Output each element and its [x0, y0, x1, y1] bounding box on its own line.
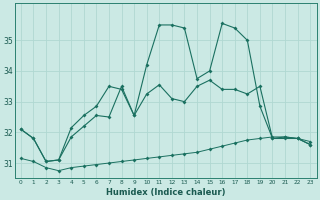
X-axis label: Humidex (Indice chaleur): Humidex (Indice chaleur)	[106, 188, 225, 197]
